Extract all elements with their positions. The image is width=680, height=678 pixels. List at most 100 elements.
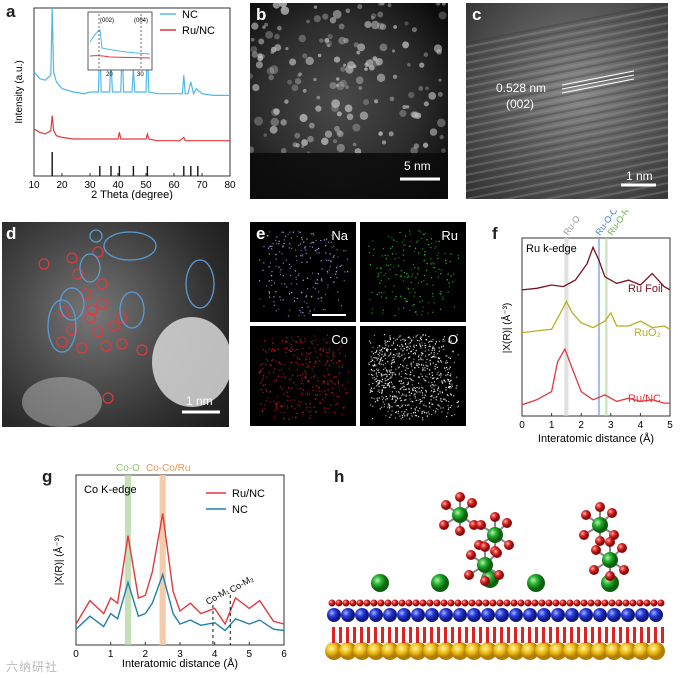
single-atom-marker (92, 326, 104, 338)
edge-label: Ru k-edge (526, 243, 577, 255)
panel-f: f Ru-O Ru-O-Co Ru-O-Ru Ru k-edge Ru Foil… (488, 210, 678, 448)
panel-a: a (002) (004) 20 30 NC Ru/NC 10 20 30 40 50 6… (0, 0, 245, 200)
x-ticks: 10 20 30 40 50 60 70 80 (28, 173, 236, 191)
edge-label: Co K-edge (84, 484, 137, 496)
x-axis-label: Interatomic distance (Å) (538, 432, 654, 445)
panel-d-haadf-image: d 1 nm (2, 222, 229, 427)
series-ru-foil (521, 245, 671, 291)
single-atom-marker (66, 252, 78, 264)
panel-letter: b (256, 5, 267, 24)
cluster-marker (47, 299, 77, 353)
scale-bar-label: 1 nm (186, 394, 213, 408)
inset-box (87, 11, 153, 71)
legend-nc: NC (232, 504, 248, 516)
single-atom-marker (96, 298, 108, 310)
x-ticks: 0 1 2 3 4 5 6 (73, 642, 287, 660)
series-nc (75, 572, 285, 632)
watermark: 六纳研社 (6, 660, 59, 674)
panel-e-eds-maps: Na Ru Co O e (250, 222, 468, 428)
bond-label: Ru-O (561, 214, 582, 237)
series-label: Ru Foil (628, 283, 663, 295)
panel-letter: d (6, 224, 17, 243)
x-tick-label: 0 (519, 420, 525, 431)
inset-runc (89, 55, 151, 59)
single-atom-marker (100, 340, 112, 352)
x-tick-label: 70 (196, 180, 208, 191)
series-label: RuO₂ (634, 327, 661, 339)
panel-letter: e (256, 224, 266, 243)
cluster-marker (79, 253, 101, 283)
x-tick-label: 3 (177, 649, 183, 660)
panel-letter: g (42, 467, 53, 486)
single-atom-marker (92, 246, 104, 258)
map-ru: Ru (360, 222, 466, 322)
single-atom-marker (116, 312, 128, 324)
y-axis-label: |X(R)| (Å⁻³) (500, 303, 513, 353)
panel-letter: c (472, 5, 482, 24)
panel-letter: f (492, 224, 498, 243)
inset-peak-label: (004) (134, 18, 148, 24)
series-ru-nc (33, 115, 230, 142)
panel-g: g Co-O Co-Co/Ru Co K-edge Ru/NC NC Co-M₁… (40, 455, 300, 670)
inset-peak-label: (002) (100, 18, 114, 24)
map-co: Co (250, 326, 356, 426)
inset-tick: 30 (137, 72, 144, 78)
x-tick-label: 1 (549, 420, 555, 431)
series-label: Ru/NC (628, 393, 661, 405)
single-atom-marker (56, 336, 68, 348)
scale-bar (312, 314, 346, 316)
map-o: O (360, 326, 466, 426)
element-label: Ru (441, 228, 458, 243)
x-tick-label: 1 (108, 649, 114, 660)
bond-label: Co-Co/Ru (146, 463, 190, 474)
single-atom-marker (38, 258, 50, 270)
single-atom-marker (86, 304, 98, 316)
x-axis-label: 2 Theta (degree) (91, 189, 173, 200)
xrd-chart: (002) (004) 20 30 NC Ru/NC 10 20 30 40 50 60 7… (14, 7, 236, 200)
single-atom-marker (58, 306, 70, 318)
single-atom-marker (84, 312, 96, 324)
x-tick-label: 6 (281, 649, 287, 660)
panel-b-stem-image: b 5 nm (250, 3, 448, 199)
reference-peaks (51, 152, 199, 176)
annotation: Co-M₂ (228, 573, 256, 595)
map-na: Na (250, 222, 356, 322)
panel-letter: a (6, 2, 16, 21)
x-tick-label: 50 (140, 180, 152, 191)
co-exafs-chart: Co-O Co-Co/Ru Co K-edge Ru/NC NC Co-M₁ C… (52, 463, 287, 670)
series-ru-nc (75, 513, 285, 626)
x-tick-label: 60 (168, 180, 180, 191)
cluster-marker (89, 229, 103, 243)
scale-bar-label: 5 nm (404, 159, 431, 173)
bond-label: Co-O (116, 463, 140, 474)
scale-bar-label: 1 nm (626, 169, 653, 183)
x-axis-label: Interatomic distance (Å) (122, 657, 238, 670)
x-tick-label: 10 (28, 180, 40, 191)
single-atom-marker (76, 342, 88, 354)
legend-nc: NC (182, 9, 198, 21)
series-ruo2 (521, 299, 671, 334)
y-axis-label: |X(R)| (Å⁻³) (52, 535, 65, 585)
element-label: Na (331, 228, 348, 243)
y-axis-label: Intensity (a.u.) (14, 60, 25, 123)
x-tick-label: 4 (638, 420, 644, 431)
inset-tick: 20 (106, 72, 113, 78)
x-tick-label: 3 (608, 420, 614, 431)
panel-h-structure-model: h (310, 455, 678, 675)
x-tick-label: 0 (73, 649, 79, 660)
element-label: Co (331, 332, 348, 347)
series-ru-nc (521, 347, 670, 406)
plane-label: (002) (506, 97, 535, 111)
single-atom-marker (136, 344, 148, 356)
single-atom-marker (108, 320, 120, 332)
cluster-marker (185, 259, 215, 309)
x-tick-label: 80 (224, 180, 236, 191)
x-tick-label: 20 (56, 180, 68, 191)
atomic-model (325, 492, 665, 660)
x-tick-label: 5 (667, 420, 673, 431)
x-tick-label: 2 (578, 420, 584, 431)
single-atom-marker (102, 392, 114, 404)
x-tick-label: 30 (84, 180, 96, 191)
x-tick-label: 40 (112, 180, 124, 191)
x-ticks: 0 1 2 3 4 5 (519, 413, 673, 431)
